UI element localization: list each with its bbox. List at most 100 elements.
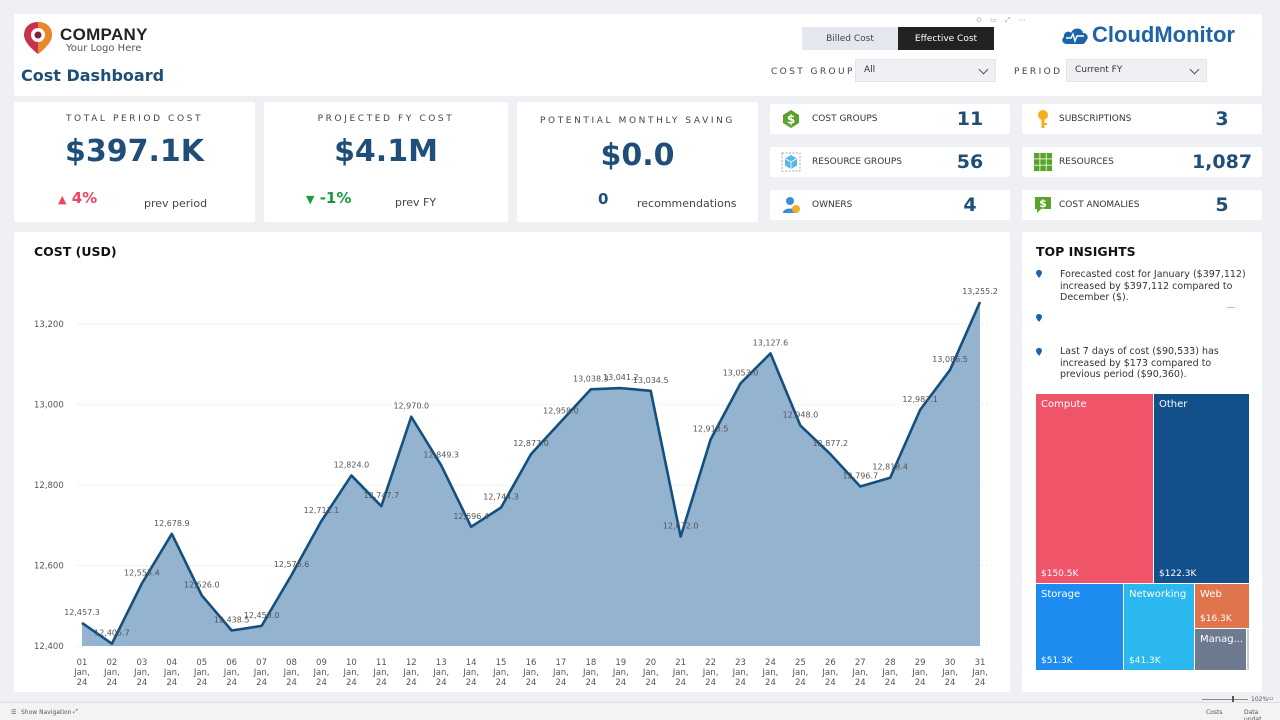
resource-groups-card[interactable]: RESOURCE GROUPS 56 [770,147,1010,177]
recommendation-count[interactable]: 0 [598,190,609,208]
x-tick-sublabel: Jan, [163,668,180,678]
show-navigation-button[interactable]: Show Navigation [21,709,72,716]
x-tick-sublabel: 24 [166,678,177,688]
nav-icon[interactable]: ☰ [11,709,17,716]
x-tick-sublabel: Jan, [73,668,90,678]
treemap-tile-storage[interactable]: Storage $51.3K [1036,584,1123,670]
x-tick-sublabel: Jan, [432,668,449,678]
data-label: 12,958.0 [543,407,579,416]
user-icon [783,197,800,213]
data-label: 12,987.1 [902,395,938,404]
kpi-caption: POTENTIAL MONTHLY SAVING [539,116,735,126]
x-tick-sublabel: Jan, [702,668,719,678]
kpi-note: recommendations [637,197,737,210]
projected-fy-cost-card: PROJECTED FY COST $4.1M ▼ -1% prev FY [264,102,508,222]
company-name: COMPANY [60,25,148,44]
visual-header-icons[interactable]: ⊙ ▭ ⤢ ⋯ [976,16,1029,24]
key-icon [1038,110,1048,128]
x-tick-sublabel: Jan, [642,668,659,678]
pin-icon [1036,348,1042,356]
kpi-delta: ▲ 4% [58,189,97,207]
cost-group-select[interactable]: All [855,59,996,82]
kpi-note: prev FY [395,196,437,209]
x-tick-sublabel: 24 [825,678,836,688]
stat-value: 5 [1215,194,1229,216]
x-tick-label: 06 [226,658,237,668]
treemap-tile-small[interactable] [1247,629,1249,670]
data-label: 12,849.3 [423,450,459,459]
series-line [81,301,982,646]
kpi-value: $4.1M [334,134,438,169]
fit-page-icon[interactable]: ▭ [1268,695,1274,702]
data-label: 13,038.3 [573,374,609,383]
zoom-slider[interactable] [1202,699,1248,700]
data-label: 12,747.7 [364,491,400,500]
stat-value: 4 [963,194,977,216]
x-tick-sublabel: Jan, [762,668,779,678]
page-tab-costs[interactable]: Costs [1206,709,1223,716]
kpi-delta-value: 4% [71,189,98,207]
cost-chart-card: COST (USD) 12,400 12,600 12,800 13,000 13,20… [14,232,1010,692]
data-label: 13,053.0 [723,368,759,377]
treemap-tile-web[interactable]: Web $16.3K [1195,584,1249,628]
svg-text:$: $ [1039,197,1047,210]
x-tick-sublabel: 24 [795,678,806,688]
zoom-slider-handle[interactable] [1232,696,1234,702]
x-tick-sublabel: 24 [346,678,357,688]
data-label: 13,086.5 [932,355,968,364]
x-tick-label: 07 [256,658,267,668]
x-tick-sublabel: 24 [196,678,207,688]
resources-card[interactable]: RESOURCES 1,087 [1022,147,1262,177]
tile-value: $122.3K [1159,569,1197,579]
x-tick-sublabel: 24 [436,678,447,688]
period-select[interactable]: Current FY [1066,59,1207,82]
x-tick-label: 30 [945,658,956,668]
x-tick-label: 09 [316,658,327,668]
cost-groups-card[interactable]: $ COST GROUPS 11 [770,104,1010,134]
stat-label: COST ANOMALIES [1059,200,1140,210]
x-tick-sublabel: Jan, [672,668,689,678]
treemap-tile-networking[interactable]: Networking $41.3K [1124,584,1194,670]
x-tick-label: 10 [346,658,357,668]
effective-cost-button[interactable]: Effective Cost [898,27,994,50]
x-tick-label: 25 [795,658,806,668]
x-tick-sublabel: 24 [256,678,267,688]
x-tick-sublabel: 24 [466,678,477,688]
tile-value: $41.3K [1129,656,1161,666]
x-tick-label: 20 [645,658,656,668]
x-tick-sublabel: Jan, [522,668,539,678]
kpi-value: $0.0 [600,138,675,173]
subscriptions-card[interactable]: SUBSCRIPTIONS 3 [1022,104,1262,134]
data-label: 12,438.5 [214,616,250,625]
data-label: 12,678.9 [154,519,190,528]
stat-value: 11 [956,108,984,130]
x-tick-sublabel: Jan, [223,668,240,678]
treemap-tile-management[interactable]: Manag... [1195,629,1246,670]
pin-icon [1036,270,1042,278]
tile-label: Manag... [1200,634,1244,645]
x-tick-sublabel: 24 [645,678,656,688]
x-tick-sublabel: Jan, [612,668,629,678]
x-tick-sublabel: 24 [675,678,686,688]
expand-icon[interactable]: ⤢ [73,708,78,715]
zoom-level: 102% [1251,696,1269,703]
data-label: 13,041.2 [603,373,639,382]
owners-card[interactable]: OWNERS 4 [770,190,1010,220]
billed-cost-button[interactable]: Billed Cost [802,27,898,50]
data-label: 12,696.4 [453,512,489,521]
scroll-indicator[interactable] [1227,307,1235,308]
company-logo-icon [24,22,52,54]
x-tick-sublabel: Jan, [103,668,120,678]
treemap-tile-compute[interactable]: Compute $150.5K [1036,394,1153,583]
cost-type-toggle[interactable]: Billed Cost Effective Cost [802,27,994,50]
cost-anomalies-card[interactable]: $ COST ANOMALIES 5 [1022,190,1262,220]
x-tick-sublabel: Jan, [372,668,389,678]
data-label: 12,555.4 [124,568,160,577]
tile-label: Web [1200,589,1222,600]
data-label: 12,913.5 [693,424,729,433]
treemap-tile-other[interactable]: Other $122.3K [1154,394,1249,583]
chart-title: COST (USD) [34,244,117,259]
cost-area-chart[interactable]: 12,400 12,600 12,800 13,000 13,200 12,457.3 12… [14,232,1010,692]
stat-value: 3 [1215,108,1229,130]
x-tick-label: 26 [825,658,836,668]
